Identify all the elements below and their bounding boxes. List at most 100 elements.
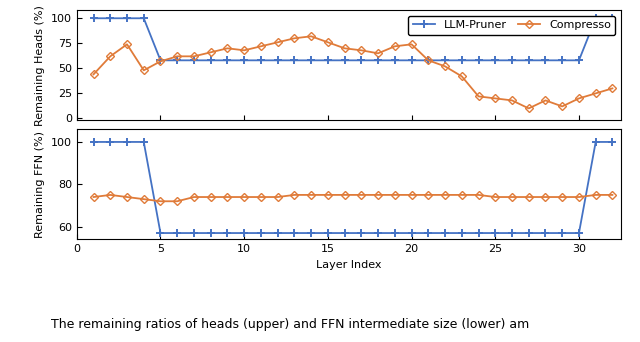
Compresso [223, 195, 231, 199]
LLM-Pruner [241, 231, 248, 235]
Compresso [441, 193, 449, 197]
Compresso [609, 193, 616, 197]
Compresso [140, 68, 148, 73]
LLM-Pruner [458, 231, 466, 235]
Compresso [324, 40, 332, 44]
Compresso [508, 98, 516, 103]
LLM-Pruner [408, 58, 415, 62]
Compresso [307, 34, 315, 38]
LLM-Pruner [558, 231, 566, 235]
Compresso [592, 91, 600, 95]
Y-axis label: Remaining FFN (%): Remaining FFN (%) [35, 131, 45, 238]
LLM-Pruner [492, 58, 499, 62]
LLM-Pruner [257, 231, 265, 235]
LLM-Pruner [575, 58, 583, 62]
LLM-Pruner [274, 58, 282, 62]
Compresso [274, 40, 282, 44]
LLM-Pruner [190, 231, 198, 235]
LLM-Pruner [508, 58, 516, 62]
LLM-Pruner [257, 58, 265, 62]
Compresso [558, 195, 566, 199]
Compresso [492, 96, 499, 101]
Compresso [207, 50, 214, 54]
LLM-Pruner [408, 231, 415, 235]
LLM-Pruner [374, 58, 382, 62]
Compresso [190, 195, 198, 199]
LLM-Pruner [340, 58, 348, 62]
LLM-Pruner [340, 231, 348, 235]
Legend: LLM-Pruner, Compresso: LLM-Pruner, Compresso [408, 16, 615, 35]
LLM-Pruner [173, 231, 181, 235]
Compresso [190, 54, 198, 58]
Line: Compresso: Compresso [91, 192, 615, 204]
LLM-Pruner [207, 231, 214, 235]
LLM-Pruner [106, 140, 114, 144]
Compresso [307, 193, 315, 197]
LLM-Pruner [609, 16, 616, 20]
Compresso [223, 46, 231, 50]
Compresso [441, 64, 449, 68]
Compresso [592, 193, 600, 197]
LLM-Pruner [609, 140, 616, 144]
LLM-Pruner [575, 231, 583, 235]
Compresso [575, 195, 583, 199]
LLM-Pruner [190, 58, 198, 62]
Compresso [257, 44, 265, 48]
Compresso [609, 86, 616, 90]
Compresso [391, 193, 399, 197]
LLM-Pruner [274, 231, 282, 235]
Compresso [458, 193, 466, 197]
LLM-Pruner [324, 231, 332, 235]
Compresso [257, 195, 265, 199]
Compresso [508, 195, 516, 199]
Compresso [374, 193, 382, 197]
LLM-Pruner [123, 140, 131, 144]
Compresso [90, 195, 97, 199]
LLM-Pruner [307, 231, 315, 235]
Text: The remaining ratios of heads (upper) and FFN intermediate size (lower) am: The remaining ratios of heads (upper) an… [51, 318, 529, 331]
LLM-Pruner [140, 140, 148, 144]
Compresso [324, 193, 332, 197]
Compresso [123, 42, 131, 47]
Compresso [173, 199, 181, 203]
LLM-Pruner [541, 58, 549, 62]
LLM-Pruner [241, 58, 248, 62]
Compresso [358, 48, 365, 52]
LLM-Pruner [592, 140, 600, 144]
LLM-Pruner [475, 58, 483, 62]
LLM-Pruner [90, 140, 97, 144]
LLM-Pruner [391, 58, 399, 62]
LLM-Pruner [508, 231, 516, 235]
Compresso [340, 193, 348, 197]
LLM-Pruner [123, 16, 131, 20]
Compresso [475, 94, 483, 98]
Compresso [558, 104, 566, 108]
LLM-Pruner [391, 231, 399, 235]
LLM-Pruner [475, 231, 483, 235]
LLM-Pruner [307, 58, 315, 62]
Compresso [106, 54, 114, 58]
Compresso [291, 36, 298, 40]
Compresso [241, 48, 248, 52]
Compresso [157, 199, 164, 203]
Compresso [90, 72, 97, 76]
Compresso [106, 193, 114, 197]
LLM-Pruner [525, 58, 532, 62]
Compresso [408, 42, 415, 47]
Compresso [541, 98, 549, 103]
Compresso [525, 195, 532, 199]
Compresso [525, 106, 532, 110]
LLM-Pruner [106, 16, 114, 20]
LLM-Pruner [441, 231, 449, 235]
LLM-Pruner [291, 231, 298, 235]
Compresso [173, 54, 181, 58]
LLM-Pruner [592, 16, 600, 20]
LLM-Pruner [441, 58, 449, 62]
LLM-Pruner [424, 231, 432, 235]
Compresso [274, 195, 282, 199]
LLM-Pruner [223, 231, 231, 235]
LLM-Pruner [374, 231, 382, 235]
Y-axis label: Remaining Heads (%): Remaining Heads (%) [35, 5, 45, 126]
LLM-Pruner [525, 231, 532, 235]
Compresso [575, 96, 583, 101]
